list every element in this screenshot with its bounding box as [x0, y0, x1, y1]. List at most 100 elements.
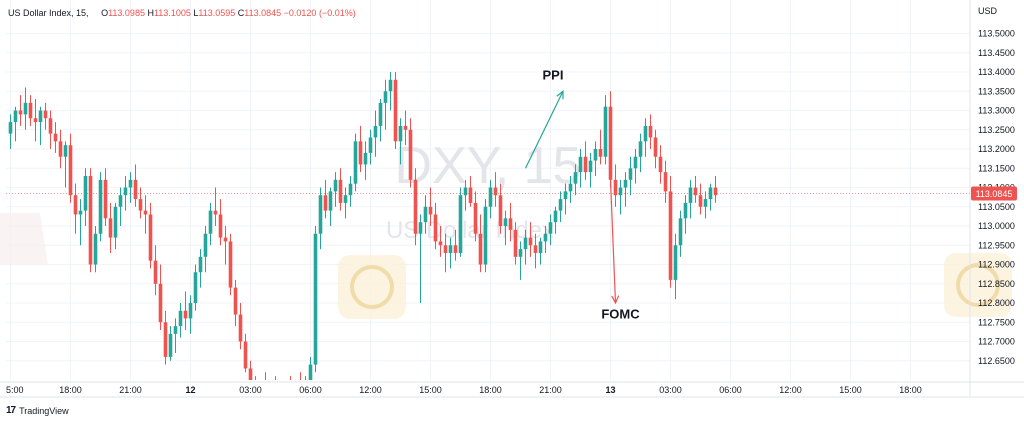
candle-body — [48, 118, 53, 134]
y-tick-label: 113.2000 — [978, 144, 1015, 154]
candle-body — [648, 125, 653, 138]
watermark-shield-icon-right-ring — [956, 263, 1000, 307]
high-value: 113.1005 — [153, 8, 191, 18]
candle-body — [178, 310, 183, 327]
candle-body — [638, 141, 643, 157]
y-tick-label: 113.4500 — [978, 48, 1015, 58]
candle-body — [453, 245, 458, 253]
candle-body — [183, 310, 188, 319]
y-tick-label: 113.4000 — [978, 67, 1015, 77]
candle-body — [223, 237, 228, 242]
candle-body — [503, 218, 508, 227]
candle-body — [658, 156, 663, 173]
candle-body — [563, 191, 568, 200]
candle-body — [433, 214, 438, 242]
candle-body — [113, 206, 118, 238]
watermark-left-icon — [0, 213, 48, 265]
watermark-shield-icon — [338, 255, 406, 319]
y-tick-label: 113.2500 — [978, 125, 1015, 135]
candle-body — [269, 388, 273, 392]
candle-body — [279, 392, 283, 396]
candle-body — [78, 210, 83, 215]
candle-body — [598, 149, 603, 157]
candle-body — [553, 210, 558, 223]
candle-body — [488, 187, 493, 207]
candle-body — [198, 256, 203, 273]
symbol-label[interactable]: US Dollar Index, 15, — [8, 8, 89, 18]
candle-body — [264, 388, 268, 392]
candle-body — [478, 233, 483, 265]
candle-body — [143, 210, 148, 215]
candle-body — [493, 187, 498, 196]
candle-body — [548, 222, 553, 234]
candle-body — [294, 384, 298, 392]
candle-body — [13, 110, 18, 123]
candle-body — [98, 179, 103, 234]
candle-body — [93, 233, 98, 265]
candle-body — [58, 141, 63, 157]
candle-body — [188, 303, 193, 319]
candle-body — [418, 222, 423, 234]
candle-body — [118, 195, 123, 207]
x-tick-label: 18:00 — [59, 385, 82, 395]
candles — [8, 72, 718, 396]
annotation-arrow — [524, 91, 564, 169]
candle-body — [203, 233, 208, 257]
candle-body — [413, 179, 418, 234]
candle-body — [438, 241, 443, 246]
candle-body — [8, 122, 13, 134]
y-tick-label: 112.8500 — [978, 279, 1015, 289]
candle-body — [513, 229, 518, 257]
x-tick-label: 15:00 — [839, 385, 862, 395]
candle-body — [393, 79, 398, 142]
candle-body — [523, 237, 528, 250]
candle-body — [108, 218, 113, 238]
x-tick-label: 12:00 — [359, 385, 382, 395]
x-tick-label: 5:00 — [6, 385, 24, 395]
candle-body — [698, 195, 703, 207]
candle-body — [18, 110, 23, 115]
candle-body — [388, 79, 393, 92]
candle-body — [678, 218, 683, 246]
candle-body — [383, 91, 388, 103]
candle-body — [458, 195, 463, 253]
candle-body — [308, 364, 313, 380]
candle-body — [703, 199, 708, 207]
candle-body — [248, 368, 253, 380]
ohlc-readout: O113.0985 H113.1005 L113.0595 C113.0845 … — [101, 8, 356, 18]
candle-body — [593, 149, 598, 161]
candle-body — [688, 187, 693, 203]
candle-body — [343, 195, 348, 203]
candle-body — [38, 110, 43, 123]
annotation-arrowhead — [611, 295, 620, 305]
y-tick-label: 112.9000 — [978, 260, 1015, 270]
candle-body — [33, 118, 38, 123]
open-value: 113.0985 — [108, 8, 145, 18]
candle-body — [618, 187, 623, 196]
candle-body — [628, 168, 633, 180]
candle-body — [588, 160, 593, 173]
watermark-shield-icon-ring — [350, 265, 394, 309]
candle-body — [353, 141, 358, 184]
x-tick-label: 21:00 — [119, 385, 142, 395]
candle-body — [448, 245, 453, 253]
candle-body — [213, 210, 218, 215]
candle-body — [668, 191, 673, 280]
candle-body — [363, 152, 368, 165]
candle-body — [573, 172, 578, 184]
x-tick-label: 12 — [185, 385, 195, 395]
candle-body — [313, 233, 318, 365]
candle-body — [498, 195, 503, 227]
close-value: 113.0845 — [244, 8, 282, 18]
tradingview-brand[interactable]: 17 TradingView — [6, 405, 69, 416]
candle-body — [623, 179, 628, 188]
x-tick-label: 13 — [605, 385, 615, 395]
brand-name: TradingView — [19, 405, 69, 416]
candle-body — [28, 102, 33, 119]
chart-header: US Dollar Index, 15, O113.0985 H113.1005… — [8, 8, 356, 18]
annotation-arrowhead — [556, 90, 564, 100]
annotation-label-fomc: FOMC — [601, 306, 640, 321]
candle-body — [663, 172, 668, 192]
